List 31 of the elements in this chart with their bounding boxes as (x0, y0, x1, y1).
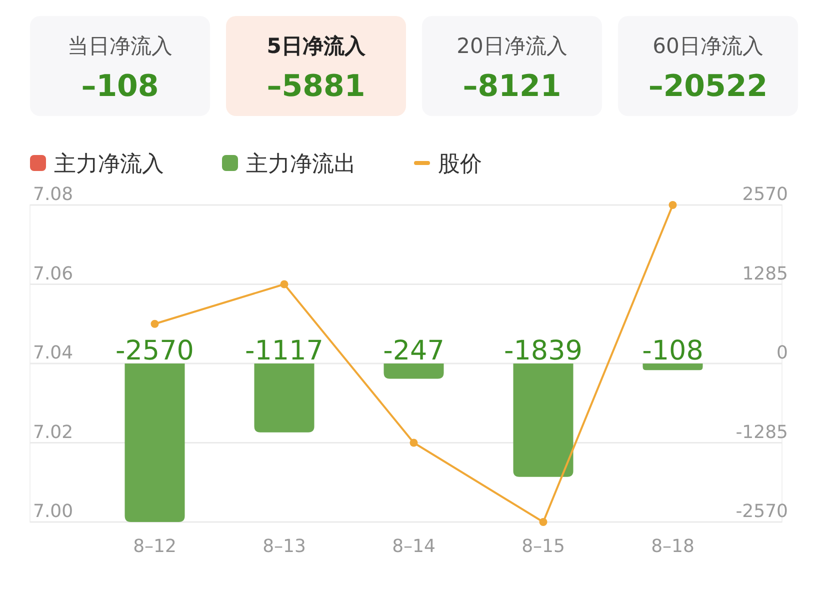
text: 20日净流入 (456, 34, 568, 58)
text: –8121 (462, 69, 562, 104)
x-tick-label: 8–18 (651, 536, 694, 557)
data-label: -1117 (245, 336, 324, 366)
x-tick-label: 8–12 (133, 536, 176, 557)
text: –108 (81, 69, 159, 104)
data-label: -2570 (116, 336, 194, 366)
y-tick-label: 7.00 (33, 501, 74, 522)
y-tick-label: 7.04 (33, 342, 74, 364)
text: 当日净流入 (68, 34, 172, 58)
data-label: -247 (383, 336, 444, 366)
y2-tick-label: -1285 (736, 422, 788, 443)
text: 60日净流入 (652, 34, 764, 58)
y-tick-label: 7.08 (33, 184, 74, 205)
y2-tick-label: -2570 (736, 501, 788, 522)
y-tick-label: 7.02 (33, 422, 74, 443)
y2-tick-label: 2570 (742, 184, 788, 205)
text: –5881 (266, 69, 366, 104)
y2-tick-label: 1285 (742, 263, 788, 284)
legend-label: 股价 (438, 152, 482, 177)
y-tick-label: 7.06 (33, 263, 74, 284)
text: 5日净流入 (266, 34, 366, 58)
legend-label: 主力净流出 (246, 152, 356, 177)
legend-label: 主力净流入 (54, 152, 164, 177)
text: –20522 (648, 69, 768, 104)
y2-tick-label: 0 (776, 342, 788, 364)
data-label: -1839 (504, 336, 582, 366)
x-tick-label: 8–14 (392, 536, 436, 557)
data-label: -108 (642, 336, 704, 366)
x-tick-label: 8–15 (522, 536, 565, 557)
x-tick-label: 8–13 (262, 536, 306, 557)
